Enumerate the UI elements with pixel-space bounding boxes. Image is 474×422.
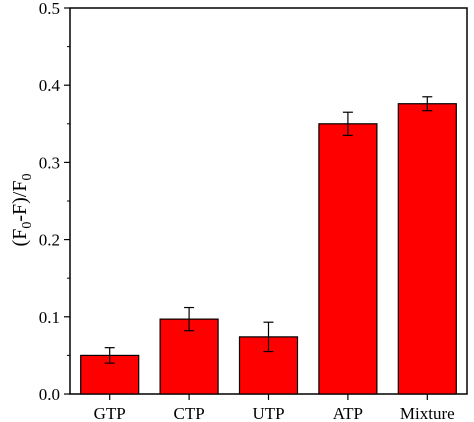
x-tick-label-utp: UTP: [252, 404, 284, 422]
error-bar-atp: [342, 111, 353, 136]
error-bar-gtp: [104, 347, 115, 364]
y-tick-label: 0.3: [39, 153, 60, 172]
x-tick-label-ctp: CTP: [174, 404, 205, 422]
bar-atp: [318, 123, 378, 395]
error-bars-group: [104, 96, 433, 364]
y-tick-label: 0.1: [39, 308, 60, 327]
x-tick-label-mixture: Mixture: [400, 404, 455, 422]
y-axis-title: (F0-F)/F0: [9, 174, 35, 247]
x-tick-label-atp: ATP: [333, 404, 363, 422]
x-axis: GTP CTP UTP ATP Mixture: [94, 394, 455, 422]
bar-mixture: [397, 103, 457, 395]
y-axis: 0.0 0.1 0.2 0.3 0.4 0.5: [39, 0, 70, 404]
y-tick-label: 0.2: [39, 231, 60, 250]
x-tick-label-gtp: GTP: [94, 404, 126, 422]
y-tick-label: 0.5: [39, 0, 60, 18]
error-bar-ctp: [184, 306, 195, 332]
error-bar-mixture: [422, 96, 433, 112]
y-tick-label: 0.0: [39, 385, 60, 404]
bar-ctp: [159, 318, 219, 395]
error-bar-utp: [263, 321, 274, 353]
y-tick-label: 0.4: [39, 76, 61, 95]
